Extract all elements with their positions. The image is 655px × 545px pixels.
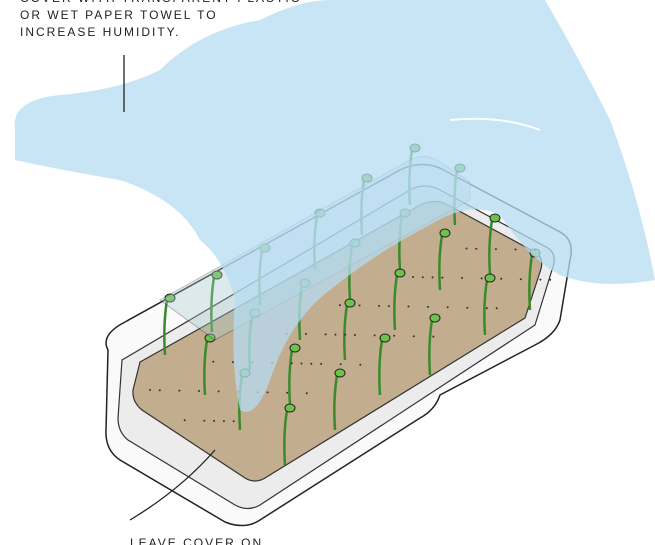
soil-speck: [358, 304, 361, 307]
seedling-leaf: [379, 333, 391, 343]
soil-speck: [539, 278, 542, 281]
seedling-leaf: [164, 293, 176, 303]
soil-speck: [387, 305, 390, 308]
seedling-leaf: [489, 213, 501, 223]
soil-speck: [305, 333, 307, 335]
soil-speck: [305, 392, 308, 395]
annotation: INCREASE HUMIDITY.: [20, 25, 180, 39]
soil-speck: [344, 333, 347, 336]
soil-speck: [359, 363, 362, 366]
soil-speck: [217, 390, 220, 393]
soil-speck: [231, 361, 234, 364]
soil-speck: [421, 276, 424, 279]
soil-speck: [222, 420, 225, 423]
soil-speck: [480, 277, 483, 280]
seedling-leaf: [344, 298, 356, 308]
annotation: LEAVE COVER ON: [130, 536, 263, 545]
soil-speck: [446, 306, 449, 309]
seedling-leaf: [439, 228, 451, 238]
soil-speck: [203, 419, 206, 422]
soil-speck: [432, 335, 435, 338]
soil-speck: [290, 362, 293, 365]
sheet-highlight: [449, 117, 541, 131]
soil-speck: [300, 362, 303, 365]
annotation: OR WET PAPER TOWEL TO: [20, 8, 218, 22]
seedling-stem: [210, 276, 216, 333]
soil-speck: [485, 307, 488, 310]
soil-speck: [393, 334, 396, 337]
seedling-leaf: [484, 273, 496, 283]
seedling-stem: [438, 234, 444, 291]
seedling-stem: [393, 274, 399, 331]
soil-speck: [466, 306, 469, 309]
soil-speck: [441, 276, 444, 279]
seedling-leaf: [334, 368, 346, 378]
soil-speck: [427, 305, 430, 308]
seedling-leaf: [204, 333, 216, 343]
soil-speck: [500, 277, 503, 280]
soil-speck: [519, 278, 522, 281]
soil-speck: [549, 278, 552, 281]
seedling-stem: [488, 219, 494, 276]
soil-speck: [320, 362, 323, 365]
seedling-stem: [343, 304, 349, 361]
soil-speck: [212, 360, 215, 363]
seedling-stem: [428, 319, 434, 376]
seedling-leaf: [394, 268, 406, 278]
soil-speck: [412, 276, 414, 278]
soil-speck: [232, 420, 235, 423]
soil-speck: [324, 333, 327, 336]
soil-speck: [178, 389, 181, 392]
soil-speck: [334, 333, 337, 336]
annotation: COVER WITH TRANSPARENT PLASTIC: [20, 0, 301, 5]
soil-speck: [373, 334, 376, 337]
soil-speck: [149, 389, 151, 391]
leader-line: [129, 449, 216, 521]
soil-speck: [494, 248, 497, 251]
soil-speck: [213, 419, 216, 422]
soil-speck: [339, 363, 342, 366]
soil-speck: [183, 419, 186, 422]
soil-speck: [407, 305, 410, 308]
soil-speck: [461, 277, 463, 279]
seedling-leaf: [429, 313, 441, 323]
soil-speck: [338, 304, 341, 307]
soil-speck: [514, 248, 517, 251]
soil-speck: [266, 391, 269, 394]
soil-speck: [465, 247, 468, 250]
seedling-leaf: [284, 403, 296, 413]
soil-speck: [286, 391, 289, 394]
soil-speck: [412, 335, 415, 338]
seedling-stem: [288, 349, 294, 406]
seedling-stem: [528, 254, 534, 311]
seedling-stem: [283, 409, 289, 466]
soil-speck: [475, 247, 478, 250]
seedling-stem: [163, 299, 169, 356]
plastic-sheet: [14, 0, 655, 412]
soil-speck: [198, 390, 200, 392]
seedling-leaf: [289, 343, 301, 353]
soil-speck: [495, 307, 498, 310]
soil-speck: [310, 362, 313, 365]
soil-speck: [158, 389, 161, 392]
soil-speck: [354, 334, 356, 336]
seedling-stem: [333, 374, 339, 431]
seedling-leaf: [211, 270, 223, 280]
seedling-stem: [203, 339, 209, 396]
soil-speck: [431, 276, 434, 279]
seedling-stem: [483, 279, 489, 336]
soil-speck: [378, 304, 381, 307]
seedling-stem: [378, 339, 384, 396]
